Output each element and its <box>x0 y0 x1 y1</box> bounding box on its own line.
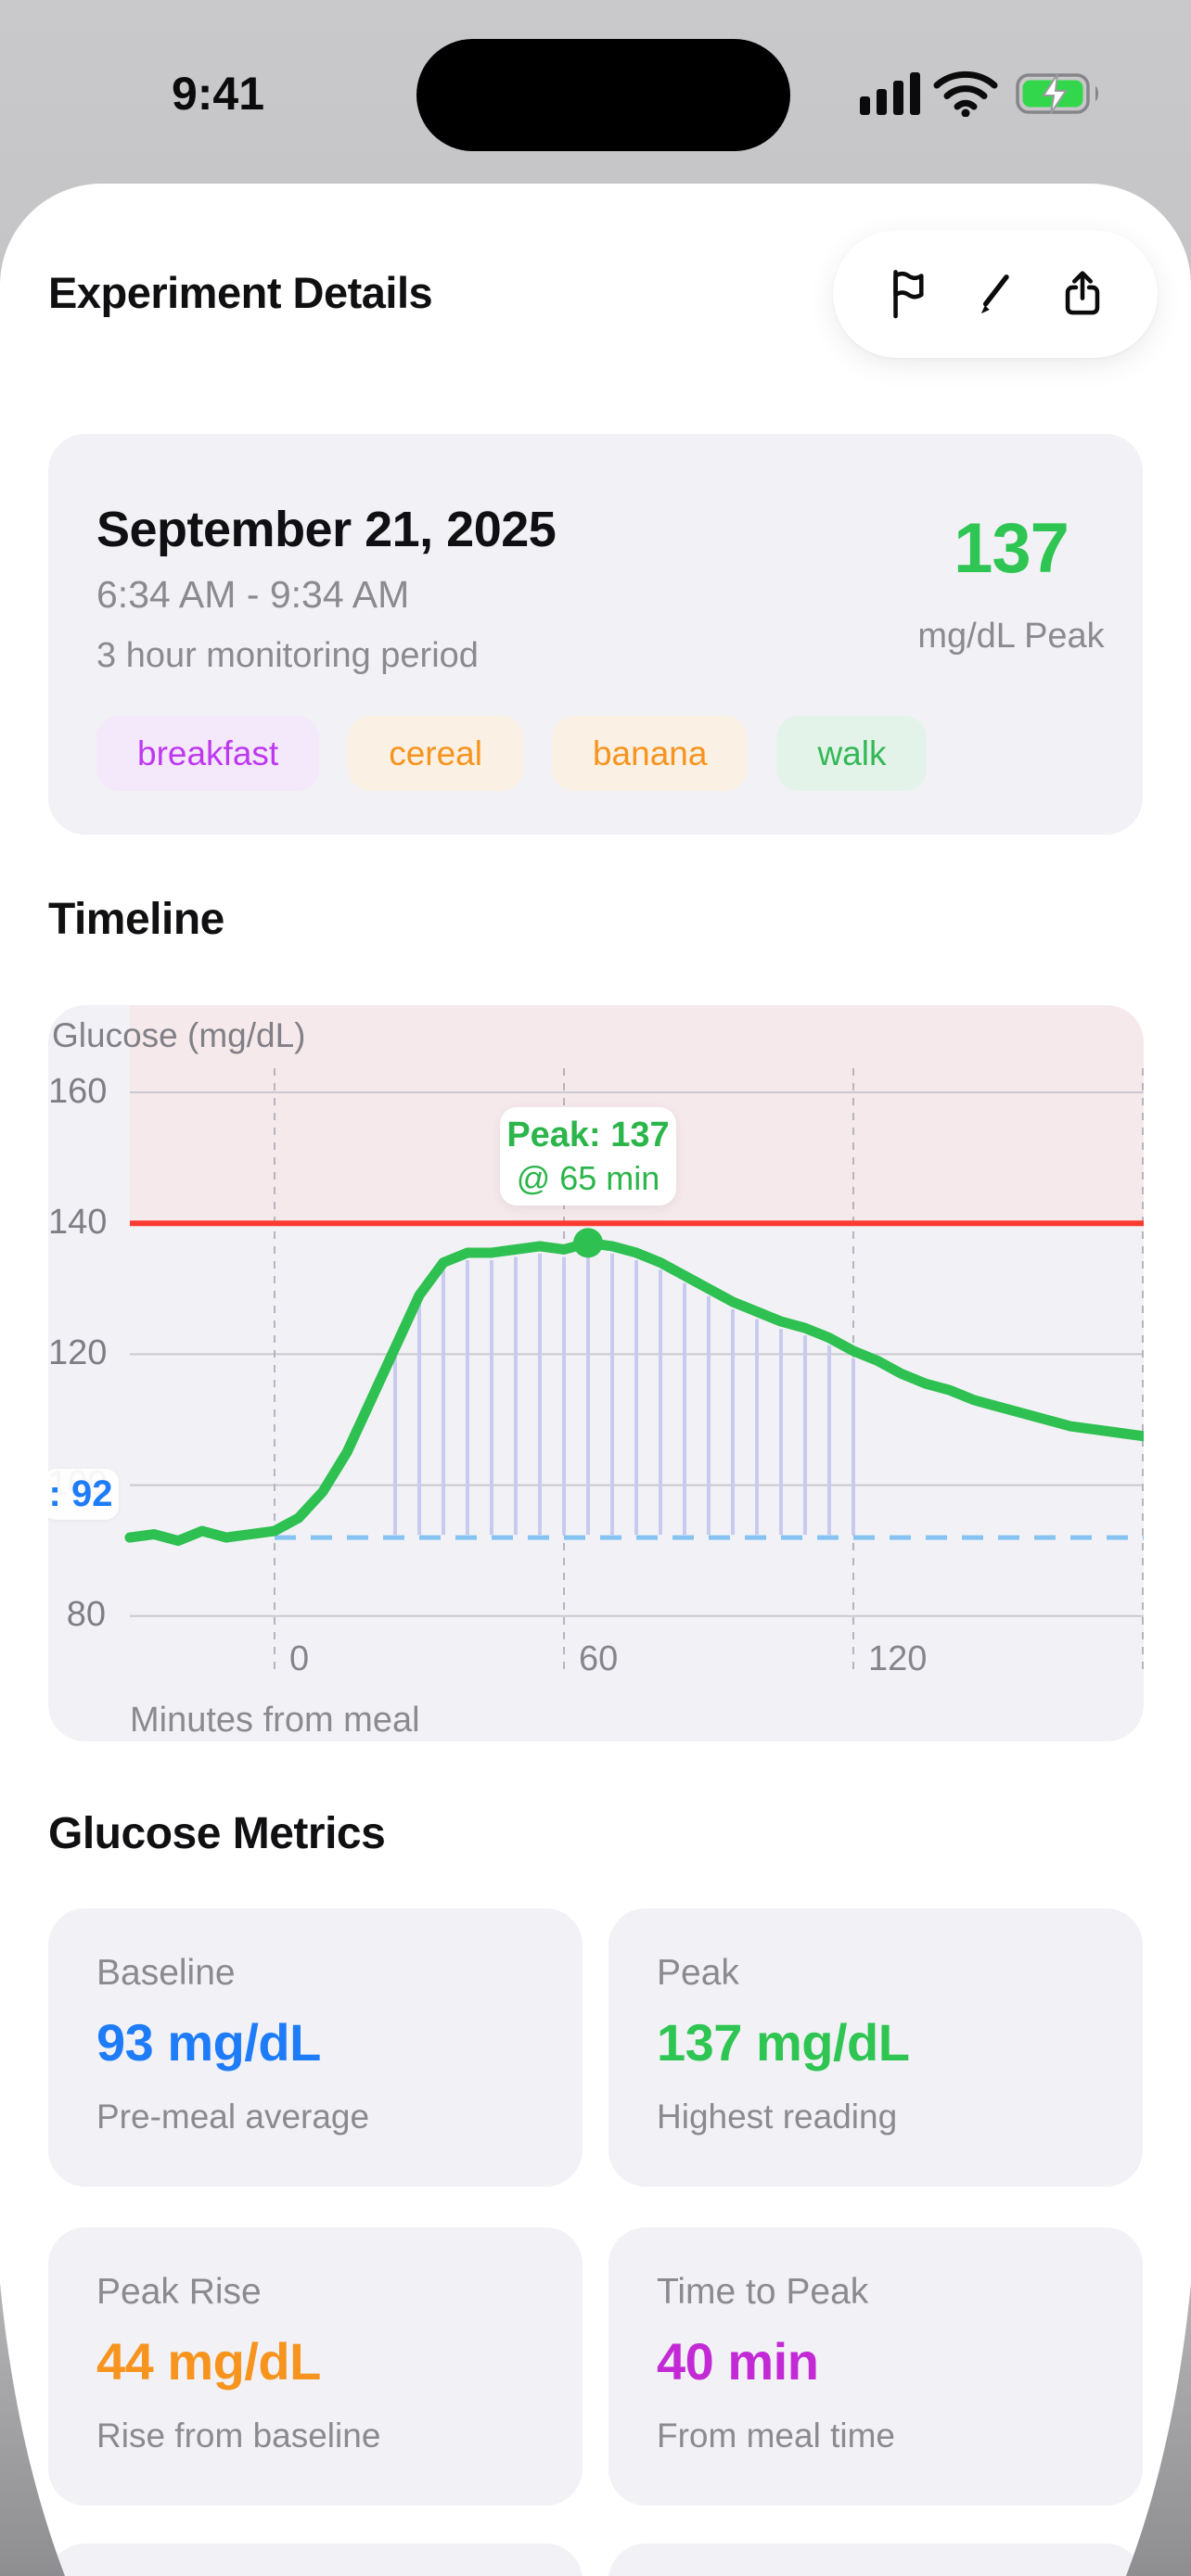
metric-card-baseline: Baseline 93 mg/dL Pre-meal average <box>48 1908 583 2187</box>
timeline-heading: Timeline <box>48 895 224 944</box>
pencil-icon <box>980 274 1009 314</box>
sheet-bottom-left-corner <box>0 2283 65 2576</box>
x-tick-60: 60 <box>579 1639 619 1678</box>
share-button[interactable] <box>1054 265 1111 323</box>
experiment-summary-card: September 21, 2025 6:34 AM - 9:34 AM 3 h… <box>48 434 1143 835</box>
y-axis-title: Glucose (mg/dL) <box>52 1016 306 1054</box>
x-axis-title: Minutes from meal <box>130 1701 420 1740</box>
cellular-signal-icon <box>860 72 920 115</box>
metric-label: Baseline <box>96 1953 236 1993</box>
dynamic-island <box>416 39 790 151</box>
tag-breakfast[interactable]: breakfast <box>96 716 320 791</box>
status-bar: 9:41 <box>0 0 1191 151</box>
metric-value: 44 mg/dL <box>96 2332 321 2391</box>
tag-walk[interactable]: walk <box>776 716 928 791</box>
y-tick-140: 140 <box>48 1203 108 1242</box>
page-title: Experiment Details <box>48 268 433 317</box>
battery-charging-icon <box>1016 73 1098 114</box>
flag-icon <box>893 270 924 319</box>
metric-label: Time to Peak <box>657 2272 869 2312</box>
metric-sublabel: Pre-meal average <box>96 2098 370 2136</box>
tag-list: breakfast cereal banana walk <box>96 716 928 791</box>
metric-value: 137 mg/dL <box>657 2013 910 2072</box>
peak-tooltip: Peak: 137 @ 65 min <box>500 1107 676 1205</box>
time-range: 6:34 AM - 9:34 AM <box>96 573 410 616</box>
metrics-heading: Glucose Metrics <box>48 1809 386 1858</box>
metric-card-time-to-peak: Time to Peak 40 min From meal time <box>608 2227 1143 2506</box>
wifi-icon <box>933 71 998 117</box>
metric-sublabel: From meal time <box>657 2417 895 2455</box>
peak-tooltip-value: Peak: 137 <box>506 1115 670 1154</box>
glucose-chart[interactable]: Glucose (mg/dL) 160 140 120 100 80 0 60 … <box>48 1005 1144 1741</box>
metric-card-partial-left <box>48 2544 583 2576</box>
metric-label: Peak Rise <box>96 2272 262 2312</box>
y-tick-120: 120 <box>48 1333 108 1372</box>
tag-cereal[interactable]: cereal <box>348 716 523 791</box>
metric-card-peak-rise: Peak Rise 44 mg/dL Rise from baseline <box>48 2227 583 2506</box>
peak-summary: 137 mg/dL Peak <box>900 508 1122 657</box>
metric-card-peak: Peak 137 mg/dL Highest reading <box>608 1908 1143 2187</box>
peak-unit-label: mg/dL Peak <box>917 617 1105 656</box>
sheet-bottom-right-corner <box>1126 2283 1191 2576</box>
metric-value: 93 mg/dL <box>96 2013 321 2072</box>
share-icon <box>1065 271 1100 315</box>
metric-sublabel: Rise from baseline <box>96 2417 381 2455</box>
metric-value: 40 min <box>657 2332 819 2391</box>
metric-sublabel: Highest reading <box>657 2098 898 2136</box>
metric-label: Peak <box>657 1953 739 1993</box>
tag-banana[interactable]: banana <box>551 716 749 791</box>
metric-card-partial-right <box>608 2544 1143 2576</box>
x-tick-120: 120 <box>868 1639 928 1678</box>
y-tick-80: 80 <box>66 1595 106 1634</box>
peak-value: 137 <box>954 509 1069 588</box>
action-toolbar <box>833 230 1158 358</box>
experiment-date: September 21, 2025 <box>96 502 557 557</box>
baseline-value-badge: : 92 <box>48 1469 119 1520</box>
y-tick-160: 160 <box>48 1072 108 1111</box>
edit-button[interactable] <box>967 265 1024 323</box>
flag-button[interactable] <box>879 265 937 323</box>
clock: 9:41 <box>171 68 265 120</box>
peak-tooltip-time: @ 65 min <box>516 1158 660 1197</box>
x-tick-0: 0 <box>289 1639 310 1678</box>
monitoring-period: 3 hour monitoring period <box>96 636 479 675</box>
